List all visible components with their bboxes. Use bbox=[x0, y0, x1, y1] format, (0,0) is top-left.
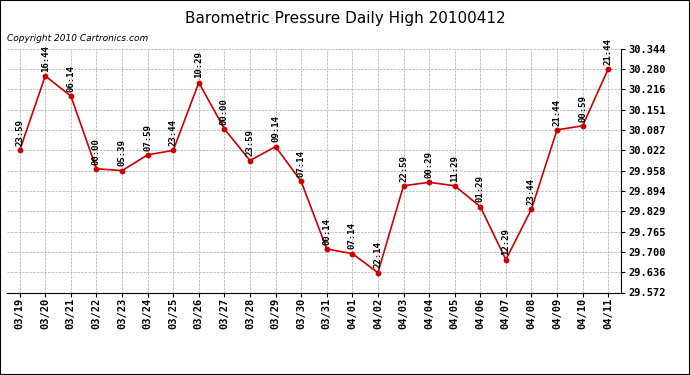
Point bbox=[500, 256, 511, 262]
Point bbox=[526, 206, 537, 212]
Point bbox=[295, 178, 306, 184]
Point bbox=[577, 123, 588, 129]
Point bbox=[602, 66, 613, 72]
Text: 06:14: 06:14 bbox=[66, 65, 75, 92]
Point bbox=[91, 166, 102, 172]
Text: Copyright 2010 Cartronics.com: Copyright 2010 Cartronics.com bbox=[7, 34, 148, 43]
Point bbox=[193, 80, 204, 86]
Text: 23:44: 23:44 bbox=[169, 119, 178, 146]
Text: 21:44: 21:44 bbox=[604, 38, 613, 65]
Text: 07:59: 07:59 bbox=[143, 124, 152, 151]
Text: 00:29: 00:29 bbox=[424, 151, 433, 178]
Text: 05:39: 05:39 bbox=[117, 140, 126, 166]
Text: 01:29: 01:29 bbox=[476, 176, 485, 202]
Text: 00:00: 00:00 bbox=[220, 98, 229, 125]
Point bbox=[66, 93, 77, 99]
Text: 00:00: 00:00 bbox=[92, 138, 101, 165]
Point bbox=[244, 158, 255, 164]
Point bbox=[117, 168, 128, 174]
Point bbox=[270, 144, 281, 150]
Point bbox=[449, 183, 460, 189]
Text: 07:14: 07:14 bbox=[348, 223, 357, 249]
Point bbox=[551, 127, 562, 133]
Text: Barometric Pressure Daily High 20100412: Barometric Pressure Daily High 20100412 bbox=[185, 11, 505, 26]
Text: 00:14: 00:14 bbox=[322, 218, 331, 245]
Text: 00:59: 00:59 bbox=[578, 95, 587, 122]
Point bbox=[40, 73, 51, 79]
Point bbox=[142, 152, 153, 158]
Text: 09:14: 09:14 bbox=[271, 116, 280, 142]
Point bbox=[475, 204, 486, 210]
Text: 22:14: 22:14 bbox=[373, 242, 382, 268]
Text: 23:44: 23:44 bbox=[527, 178, 536, 205]
Text: 23:59: 23:59 bbox=[15, 119, 24, 146]
Text: 16:44: 16:44 bbox=[41, 45, 50, 72]
Text: 22:59: 22:59 bbox=[399, 155, 408, 182]
Point bbox=[373, 270, 384, 276]
Text: 07:14: 07:14 bbox=[297, 150, 306, 177]
Point bbox=[347, 251, 358, 257]
Text: 10:29: 10:29 bbox=[195, 51, 204, 78]
Text: 23:59: 23:59 bbox=[246, 129, 255, 156]
Point bbox=[14, 147, 26, 153]
Point bbox=[219, 126, 230, 132]
Point bbox=[168, 147, 179, 153]
Point bbox=[398, 183, 409, 189]
Text: 12:29: 12:29 bbox=[502, 229, 511, 255]
Point bbox=[322, 246, 333, 252]
Text: 21:44: 21:44 bbox=[553, 99, 562, 126]
Text: 11:29: 11:29 bbox=[450, 155, 459, 182]
Point bbox=[424, 179, 435, 185]
